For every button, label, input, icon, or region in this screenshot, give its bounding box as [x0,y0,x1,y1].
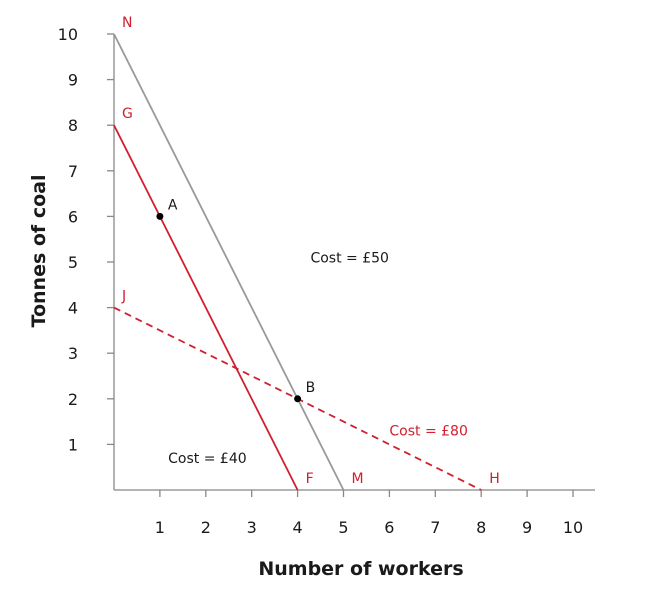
cost-annotation: Cost = £40 [168,451,246,467]
y-tick-label: 10 [58,25,78,44]
x-tick-label: 4 [293,518,303,537]
x-tick-label: 5 [338,518,348,537]
x-tick-label: 3 [247,518,257,537]
point-label-n: N [122,15,132,31]
y-tick-label: 3 [68,344,78,363]
y-tick-label: 1 [68,435,78,454]
x-tick-label: 10 [563,518,583,537]
point-label-m: M [352,471,364,487]
point-b-marker [294,395,302,403]
x-tick-label: 7 [430,518,440,537]
x-tick-label: 2 [201,518,211,537]
labels-group: N G J F M H A B Cost = £50 Cost = £40 Cost = £80 [121,15,500,487]
y-tick-label: 9 [68,71,78,90]
x-tick-label: 9 [522,518,532,537]
cost-annotation: Cost = £80 [389,424,467,440]
point-label-f: F [306,471,314,487]
x-tick-label: 1 [155,518,165,537]
series-group [113,33,482,491]
point-label-b: B [306,380,316,396]
point-label-g: G [122,106,133,122]
series-line-nm [113,33,345,491]
axes: 1 2 3 4 5 6 7 8 9 10 1 2 3 4 5 6 7 8 9 10 [58,25,595,537]
point-a-marker [156,212,164,220]
point-label-a: A [168,197,178,213]
y-tick-label: 8 [68,116,78,135]
point-label-h: H [489,471,500,487]
series-line-gf [113,124,299,491]
cost-annotation: Cost = £50 [310,250,388,266]
y-axis-title: Tonnes of coal [28,175,50,328]
y-tick-label: 7 [68,162,78,181]
y-tick-label: 6 [68,207,78,226]
x-tick-label: 8 [476,518,486,537]
y-tick-label: 4 [68,299,78,318]
y-tick-label: 2 [68,390,78,409]
point-label-j: J [121,289,126,305]
x-axis-title: Number of workers [258,558,463,580]
y-tick-label: 5 [68,253,78,272]
x-tick-label: 6 [384,518,394,537]
